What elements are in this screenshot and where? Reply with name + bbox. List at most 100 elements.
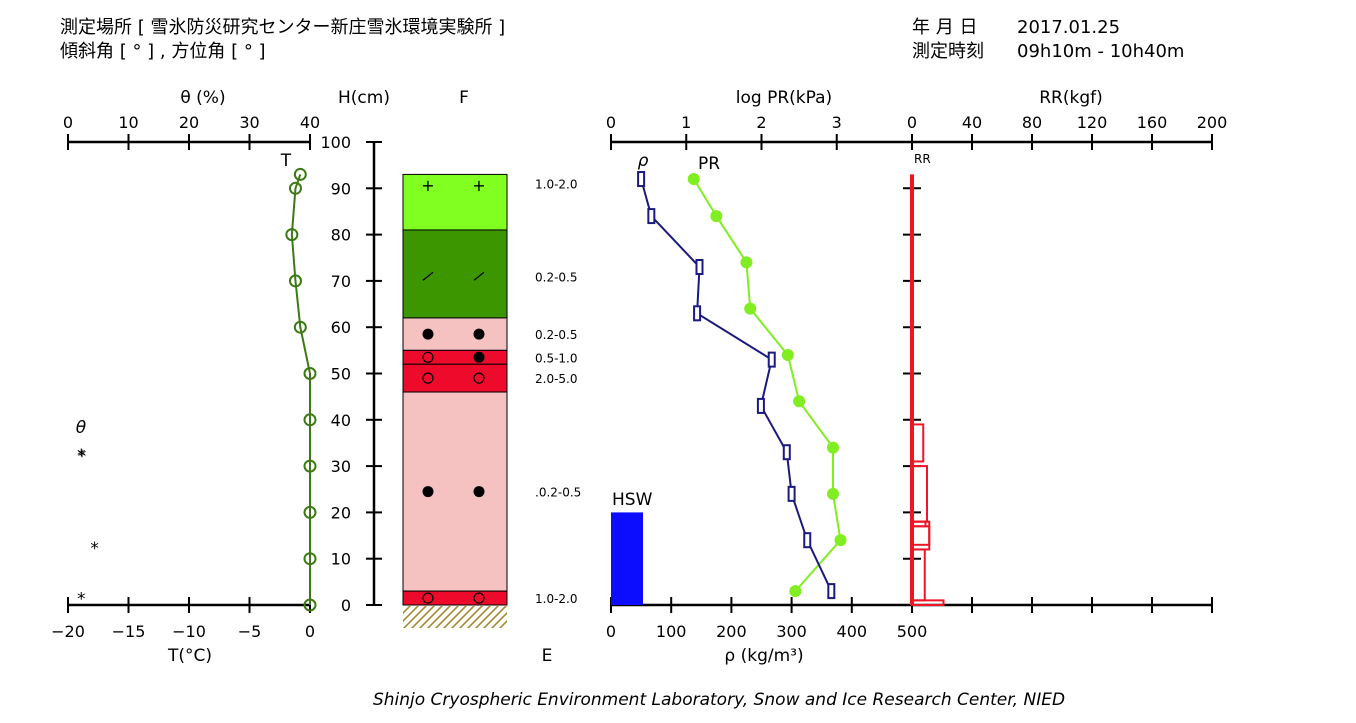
density-tick-label: 100 — [656, 622, 687, 641]
theta-tick-label: 0 — [63, 113, 73, 132]
precip-particle-symbol: + — [472, 176, 485, 195]
rounded-grain-symbol — [473, 486, 485, 498]
temperature-point — [293, 167, 307, 181]
temperature-point — [303, 367, 317, 380]
melt-form-symbol — [473, 592, 485, 604]
snow-layer — [402, 590, 508, 606]
rounded-grain-symbol — [422, 486, 434, 498]
density-tick-label: 500 — [897, 622, 928, 641]
rr-tick-label: 160 — [1137, 113, 1168, 132]
temperature-axis-ticks: −20 −15 −10 −5 0 — [51, 597, 315, 641]
height-tick-label: 60 — [331, 318, 351, 337]
snow-layer — [402, 391, 508, 592]
snow-layer — [402, 173, 508, 231]
site-title: 測定場所 [ 雪氷防災研究センター新庄雪氷環境実験所 ] — [60, 17, 505, 38]
date-value: 2017.01.25 — [1017, 17, 1120, 38]
angle-title: 傾斜角 [ ° ] , 方位角 [ ° ] — [60, 41, 266, 62]
grain-symbols: + + — [421, 176, 486, 604]
height-tick-label: 50 — [331, 365, 351, 384]
grain-size-label: 0.2-0.5 — [535, 270, 578, 284]
snow-layer — [402, 349, 508, 365]
rho-point — [827, 583, 836, 600]
grain-size-label: 2.0-5.0 — [535, 372, 578, 386]
rr-series-label: RR — [914, 152, 931, 166]
theta-point: * — [77, 446, 86, 466]
pr-line — [692, 178, 842, 592]
theta-points: * * * — [77, 446, 99, 610]
e-column-label: E — [542, 646, 553, 666]
hsw-rect — [611, 512, 643, 605]
rho-point — [647, 208, 656, 225]
grain-size-label: 1.0-2.0 — [535, 592, 578, 606]
rho-series-label: ρ — [638, 151, 649, 171]
pr-tick-label: 2 — [756, 113, 766, 132]
temperature-point — [303, 598, 317, 612]
theta-tick-label: 30 — [239, 113, 259, 132]
temperature-point — [285, 228, 299, 242]
pr-point — [793, 395, 806, 408]
rho-series — [637, 171, 836, 600]
rho-point — [637, 171, 646, 188]
rho-point — [693, 305, 702, 322]
f-column-label: F — [459, 88, 469, 108]
pr-axis-label: log PR(kPa) — [736, 88, 832, 108]
grain-size-label: 0.2-0.5 — [535, 328, 578, 342]
rho-line — [640, 178, 833, 592]
rr-panel: RR(kgf) 0 40 80 120 160 200 RR — [903, 88, 1227, 613]
temperature-tick-label: −10 — [172, 622, 206, 641]
melt-form-symbol — [473, 372, 485, 384]
pr-point — [826, 487, 839, 500]
temperature-point — [303, 505, 317, 519]
height-tick-label: 20 — [331, 503, 351, 522]
pr-point — [740, 256, 753, 269]
rr-tick-label: 200 — [1197, 113, 1228, 132]
temperature-series — [285, 167, 317, 612]
height-tick-label: 10 — [331, 550, 351, 569]
density-tick-label: 200 — [716, 622, 747, 641]
melt-form-symbol — [422, 372, 434, 384]
pr-point — [687, 173, 700, 186]
height-tick-label: 40 — [331, 411, 351, 430]
height-axis-label: H(cm) — [338, 88, 390, 108]
temperature-point — [303, 552, 317, 566]
pr-series-label: PR — [698, 154, 720, 174]
theta-tick-label: 40 — [300, 113, 320, 132]
melt-form-symbol — [422, 592, 434, 604]
temperature-axis-label: T(°C) — [167, 646, 212, 666]
temperature-point — [293, 320, 307, 334]
time-label: 測定時刻 — [912, 41, 984, 62]
footer-credit: Shinjo Cryospheric Environment Laborator… — [373, 690, 1065, 710]
rr-bar — [911, 599, 945, 606]
pr-point — [826, 441, 839, 454]
temperature-line — [290, 174, 311, 605]
rr-tick-label: 0 — [907, 113, 917, 132]
temperature-point — [303, 459, 317, 473]
temperature-point — [303, 413, 317, 427]
grain-size-label: .0.2-0.5 — [535, 486, 581, 500]
pr-point — [781, 348, 794, 361]
theta-axis-ticks: 0 10 20 30 40 — [63, 113, 320, 150]
hsw-bar — [611, 512, 643, 605]
rr-bars — [910, 174, 945, 606]
height-tick-label: 90 — [331, 179, 351, 198]
pr-point — [744, 302, 757, 315]
theta-legend-marker: * — [78, 447, 87, 467]
fragmented-particle-symbol — [473, 271, 485, 281]
snow-layer — [402, 363, 508, 393]
rr-axis-ticks: 0 40 80 120 160 200 — [907, 113, 1227, 613]
rounded-grain-symbol — [422, 328, 434, 340]
theta-point: * — [77, 590, 86, 610]
rr-bar — [911, 525, 931, 546]
precip-particle-symbol: + — [421, 176, 434, 195]
temperature-tick-label: −20 — [51, 622, 85, 641]
rho-point — [756, 397, 765, 414]
density-axis-label: ρ (kg/m³) — [724, 646, 803, 666]
rho-point — [782, 444, 791, 461]
density-axis-ticks: 0 100 200 300 400 500 — [606, 597, 927, 641]
theta-tick-label: 10 — [118, 113, 138, 132]
rounded-grain-symbol — [473, 351, 485, 363]
temperature-tick-label: 0 — [305, 622, 315, 641]
